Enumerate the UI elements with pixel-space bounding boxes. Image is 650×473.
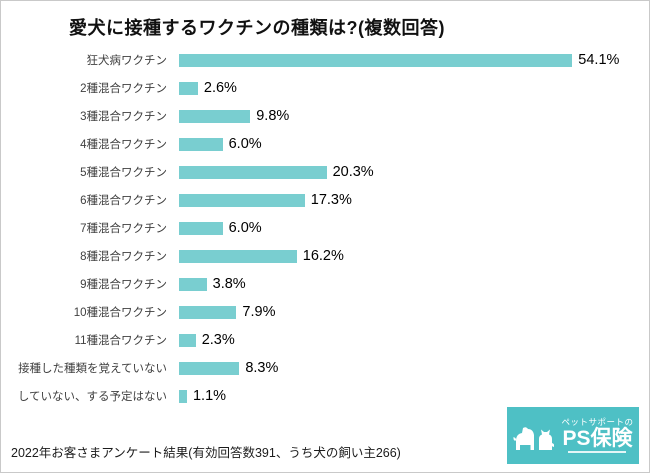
value-label: 20.3% (332, 164, 374, 180)
value-label: 6.0% (228, 136, 262, 152)
bar-chart: 狂犬病ワクチン 54.1% 2種混合ワクチン 2.6% 3種混合ワクチン 9.8… (7, 46, 637, 410)
bar-row: 狂犬病ワクチン 54.1% (7, 46, 637, 74)
bar-row: 8種混合ワクチン 16.2% (7, 242, 637, 270)
value-label: 8.3% (245, 360, 279, 376)
bar-row: 10種混合ワクチン 7.9% (7, 298, 637, 326)
category-label: 11種混合ワクチン (74, 335, 167, 347)
bar-row: していない、する予定はない 1.1% (7, 382, 637, 410)
bar-row: 接種した種類を覚えていない 8.3% (7, 354, 637, 382)
bar-track: 1.1% (179, 382, 637, 410)
bar (179, 193, 305, 207)
logo-text: ペットサポートの PS保険 (561, 416, 634, 454)
bar-track: 7.9% (179, 298, 637, 326)
bar-row: 3種混合ワクチン 9.8% (7, 102, 637, 130)
category-label: 10種混合ワクチン (73, 307, 167, 319)
bar-row: 5種混合ワクチン 20.3% (7, 158, 637, 186)
value-label: 1.1% (192, 388, 227, 404)
value-label: 7.9% (242, 304, 276, 320)
bar (179, 81, 198, 95)
bar-row: 6種混合ワクチン 17.3% (7, 186, 637, 214)
bar-row: 11種混合ワクチン 2.3% (7, 326, 637, 354)
category-label: していない、する予定はない (17, 391, 167, 403)
bar (179, 53, 573, 67)
bar-track: 9.8% (179, 102, 637, 130)
bar-track: 20.3% (179, 158, 637, 186)
bar (179, 389, 187, 403)
category-label: 3種混合ワクチン (80, 111, 167, 123)
value-label: 2.3% (201, 332, 235, 348)
bar-track: 2.3% (179, 326, 637, 354)
category-label: 4種混合ワクチン (80, 139, 167, 151)
bar (179, 277, 207, 291)
value-label: 6.0% (228, 220, 262, 236)
value-label: 54.1% (578, 52, 620, 68)
category-label: 9種混合ワクチン (80, 279, 167, 291)
bar-track: 6.0% (179, 130, 637, 158)
value-label: 2.6% (203, 80, 237, 96)
bar (179, 305, 237, 319)
bar-track: 16.2% (179, 242, 637, 270)
dog-and-cat-icon (513, 426, 555, 450)
bar-row: 2種混合ワクチン 2.6% (7, 74, 637, 102)
category-label: 6種混合ワクチン (80, 195, 167, 207)
bar-row: 9種混合ワクチン 3.8% (7, 270, 637, 298)
bar-track: 6.0% (179, 214, 637, 242)
logo-subline (568, 451, 627, 454)
value-label: 3.8% (212, 276, 246, 292)
footer-note: 2022年お客さまアンケート結果(有効回答数391、うち犬の飼い主266) (11, 446, 401, 460)
bar (179, 361, 240, 375)
category-label: 接種した種類を覚えていない (18, 363, 167, 375)
category-label: 狂犬病ワクチン (86, 55, 168, 67)
category-label: 2種混合ワクチン (80, 83, 167, 95)
value-label: 9.8% (256, 108, 290, 124)
bar (179, 333, 196, 347)
bar (179, 137, 223, 151)
bar-track: 8.3% (179, 354, 637, 382)
bar (179, 165, 327, 179)
bar (179, 221, 223, 235)
ps-hoken-logo: ペットサポートの PS保険 (507, 407, 639, 464)
category-label: 5種混合ワクチン (80, 167, 167, 179)
category-label: 8種混合ワクチン (80, 251, 167, 263)
logo-tagline: ペットサポートの (561, 416, 634, 427)
bar-track: 2.6% (179, 74, 637, 102)
chart-title: 愛犬に接種するワクチンの種類は?(複数回答) (69, 18, 445, 38)
bar-track: 54.1% (179, 46, 637, 74)
bar-track: 17.3% (179, 186, 637, 214)
value-label: 17.3% (310, 192, 352, 208)
category-label: 7種混合ワクチン (80, 223, 167, 235)
bar-row: 7種混合ワクチン 6.0% (7, 214, 637, 242)
bar-track: 3.8% (179, 270, 637, 298)
bar (179, 109, 251, 123)
bar (179, 249, 297, 263)
bar-row: 4種混合ワクチン 6.0% (7, 130, 637, 158)
logo-brand: PS保険 (562, 427, 633, 451)
value-label: 16.2% (302, 248, 344, 264)
